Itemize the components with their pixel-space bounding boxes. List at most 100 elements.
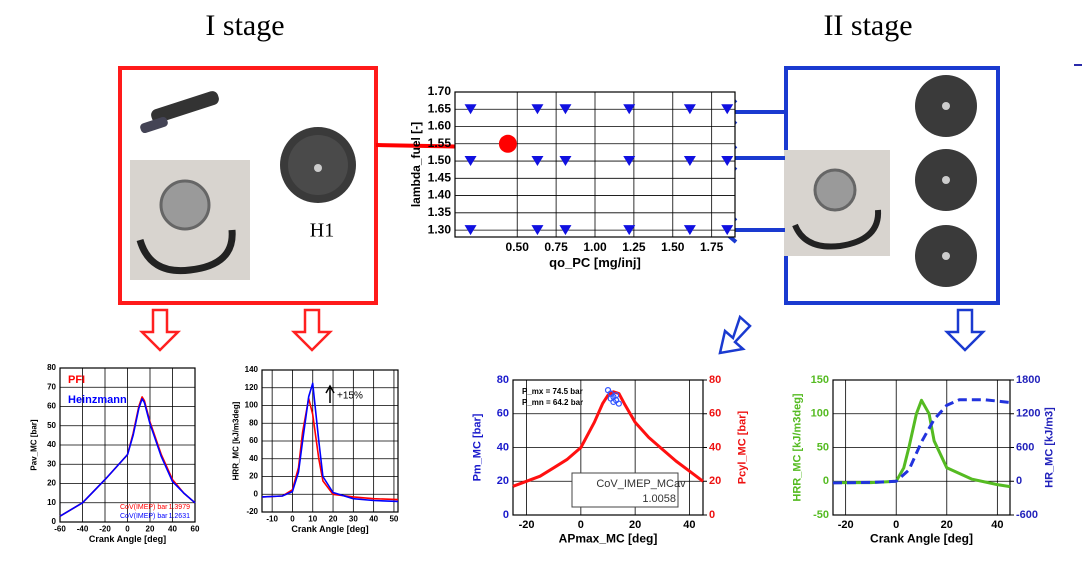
x-tick-label: 20 [941, 519, 953, 531]
y-axis-label: HRR_MC [kJ/m3deg] [792, 393, 804, 502]
y-axis-label: Pm_MC [bar] [472, 413, 484, 481]
y-tick-label: 50 [47, 421, 56, 430]
x-tick-label: 1.00 [583, 240, 607, 254]
legend-entry: PFI [68, 374, 85, 386]
y-tick-label: 70 [47, 382, 56, 391]
x-tick-label: 0 [125, 524, 130, 533]
y2-tick-label: 60 [709, 408, 721, 420]
y-tick-label: 1.35 [428, 205, 452, 219]
y2-tick-label: 600 [1016, 441, 1034, 453]
y-tick-label: 1.65 [428, 101, 452, 115]
x-axis-label: Crank Angle [deg] [89, 534, 166, 544]
y2-tick-label: 20 [709, 475, 721, 487]
annotation: P_mn = 64.2 bar [522, 398, 583, 407]
y-tick-label: 1.45 [428, 170, 452, 184]
y-tick-label: 1.70 [428, 84, 452, 98]
x-tick-label: 0 [893, 519, 899, 531]
x-tick-label: 0 [578, 519, 584, 531]
y-tick-label: 80 [249, 418, 258, 427]
annotation: CoV(IMEP) bar [120, 504, 168, 511]
y-tick-label: 60 [47, 402, 56, 411]
y-tick-label: 0 [254, 489, 259, 498]
x-tick-label: 1.50 [661, 240, 685, 254]
x-tick-label: 40 [369, 514, 378, 523]
x-tick-label: -20 [838, 519, 854, 531]
y-tick-label: 20 [497, 475, 509, 487]
disc [915, 75, 977, 287]
y-tick-label: 20 [249, 472, 258, 481]
throttle-photo [130, 160, 250, 280]
annotation: CoV_IMEP_MCav [596, 478, 686, 490]
x-tick-label: -20 [99, 524, 111, 533]
stage-title: II stage [823, 9, 912, 42]
y-tick-label: 0 [52, 517, 57, 526]
h1-label: H1 [310, 220, 334, 242]
x-tick-label: -40 [77, 524, 89, 533]
y-tick-label: 80 [497, 374, 509, 386]
y-tick-label: 0 [823, 475, 829, 487]
y2-axis-label: Pcyl_MC [bar] [737, 410, 749, 484]
point [499, 135, 517, 153]
annotation: 1.0058 [642, 493, 676, 505]
y-tick-label: 1.40 [428, 188, 452, 202]
y-axis-label: lambda_fuel [-] [409, 122, 423, 207]
x-tick-label: 40 [991, 519, 1003, 531]
injector-image [139, 90, 220, 135]
annotation: 1.2631 [169, 513, 191, 520]
y-tick-label: 150 [811, 374, 829, 386]
y-tick-label: -50 [813, 509, 829, 521]
x-tick-label: 60 [191, 524, 200, 533]
x-tick-label: 50 [389, 514, 398, 523]
y2-tick-label: 40 [709, 441, 721, 453]
y-tick-label: 0 [503, 509, 509, 521]
y-tick-label: 10 [47, 498, 56, 507]
y-tick-label: 30 [47, 459, 56, 468]
y-tick-label: 100 [245, 401, 259, 410]
annotation: P_mx = 74.5 bar [522, 387, 583, 396]
y-axis-label: HRR_MC [kJ/m3deg] [232, 401, 241, 480]
y2-tick-label: -600 [1016, 509, 1038, 521]
y-axis-label: Pav_MC [bar] [30, 419, 39, 470]
x-tick-label: 1.25 [622, 240, 646, 254]
hollow-arrow [142, 310, 983, 353]
x-tick-label: 30 [349, 514, 358, 523]
x-axis-label: Crank Angle [deg] [870, 531, 973, 545]
x-tick-label: -60 [54, 524, 66, 533]
y-tick-label: 20 [47, 479, 56, 488]
legend-entry: Heinzmann [68, 394, 127, 406]
y2-tick-label: 1200 [1016, 408, 1040, 420]
x-tick-label: 1.75 [700, 240, 724, 254]
y-tick-label: 1.60 [428, 119, 452, 133]
x-tick-label: 0.75 [544, 240, 568, 254]
stage-title: I stage [205, 9, 284, 42]
y2-tick-label: 0 [709, 509, 715, 521]
y-tick-label: 100 [811, 408, 829, 420]
annotation: 1.3979 [169, 504, 191, 511]
x-tick-label: 20 [146, 524, 155, 533]
x-axis-label: qo_PC [mg/inj] [549, 255, 641, 270]
y-tick-label: 1.30 [428, 222, 452, 236]
y-tick-label: -20 [246, 507, 258, 516]
y-tick-label: 40 [497, 441, 509, 453]
x-tick-label: 0.50 [506, 240, 530, 254]
y2-tick-label: 1800 [1016, 374, 1040, 386]
x-tick-label: 0 [290, 514, 295, 523]
y-tick-label: 140 [245, 365, 259, 374]
x-tick-label: -10 [266, 514, 278, 523]
x-axis-label: Crank Angle [deg] [291, 524, 368, 534]
y2-tick-label: 0 [1016, 475, 1022, 487]
x-tick-label: 20 [629, 519, 641, 531]
x-axis-label: APmax_MC [deg] [559, 531, 658, 545]
y2-tick-label: 80 [709, 374, 721, 386]
annotation: CoV(IMEP) bar [120, 513, 168, 520]
y-tick-label: 40 [249, 454, 258, 463]
y-tick-label: 1.50 [428, 153, 452, 167]
annotation: +15% [337, 391, 363, 402]
y-tick-label: 80 [47, 363, 56, 372]
y-tick-label: 120 [245, 383, 259, 392]
y-tick-label: 1.55 [428, 136, 452, 150]
throttle-photo [784, 150, 890, 256]
x-tick-label: 40 [168, 524, 177, 533]
h1-disc [280, 127, 356, 203]
x-tick-label: 20 [329, 514, 338, 523]
